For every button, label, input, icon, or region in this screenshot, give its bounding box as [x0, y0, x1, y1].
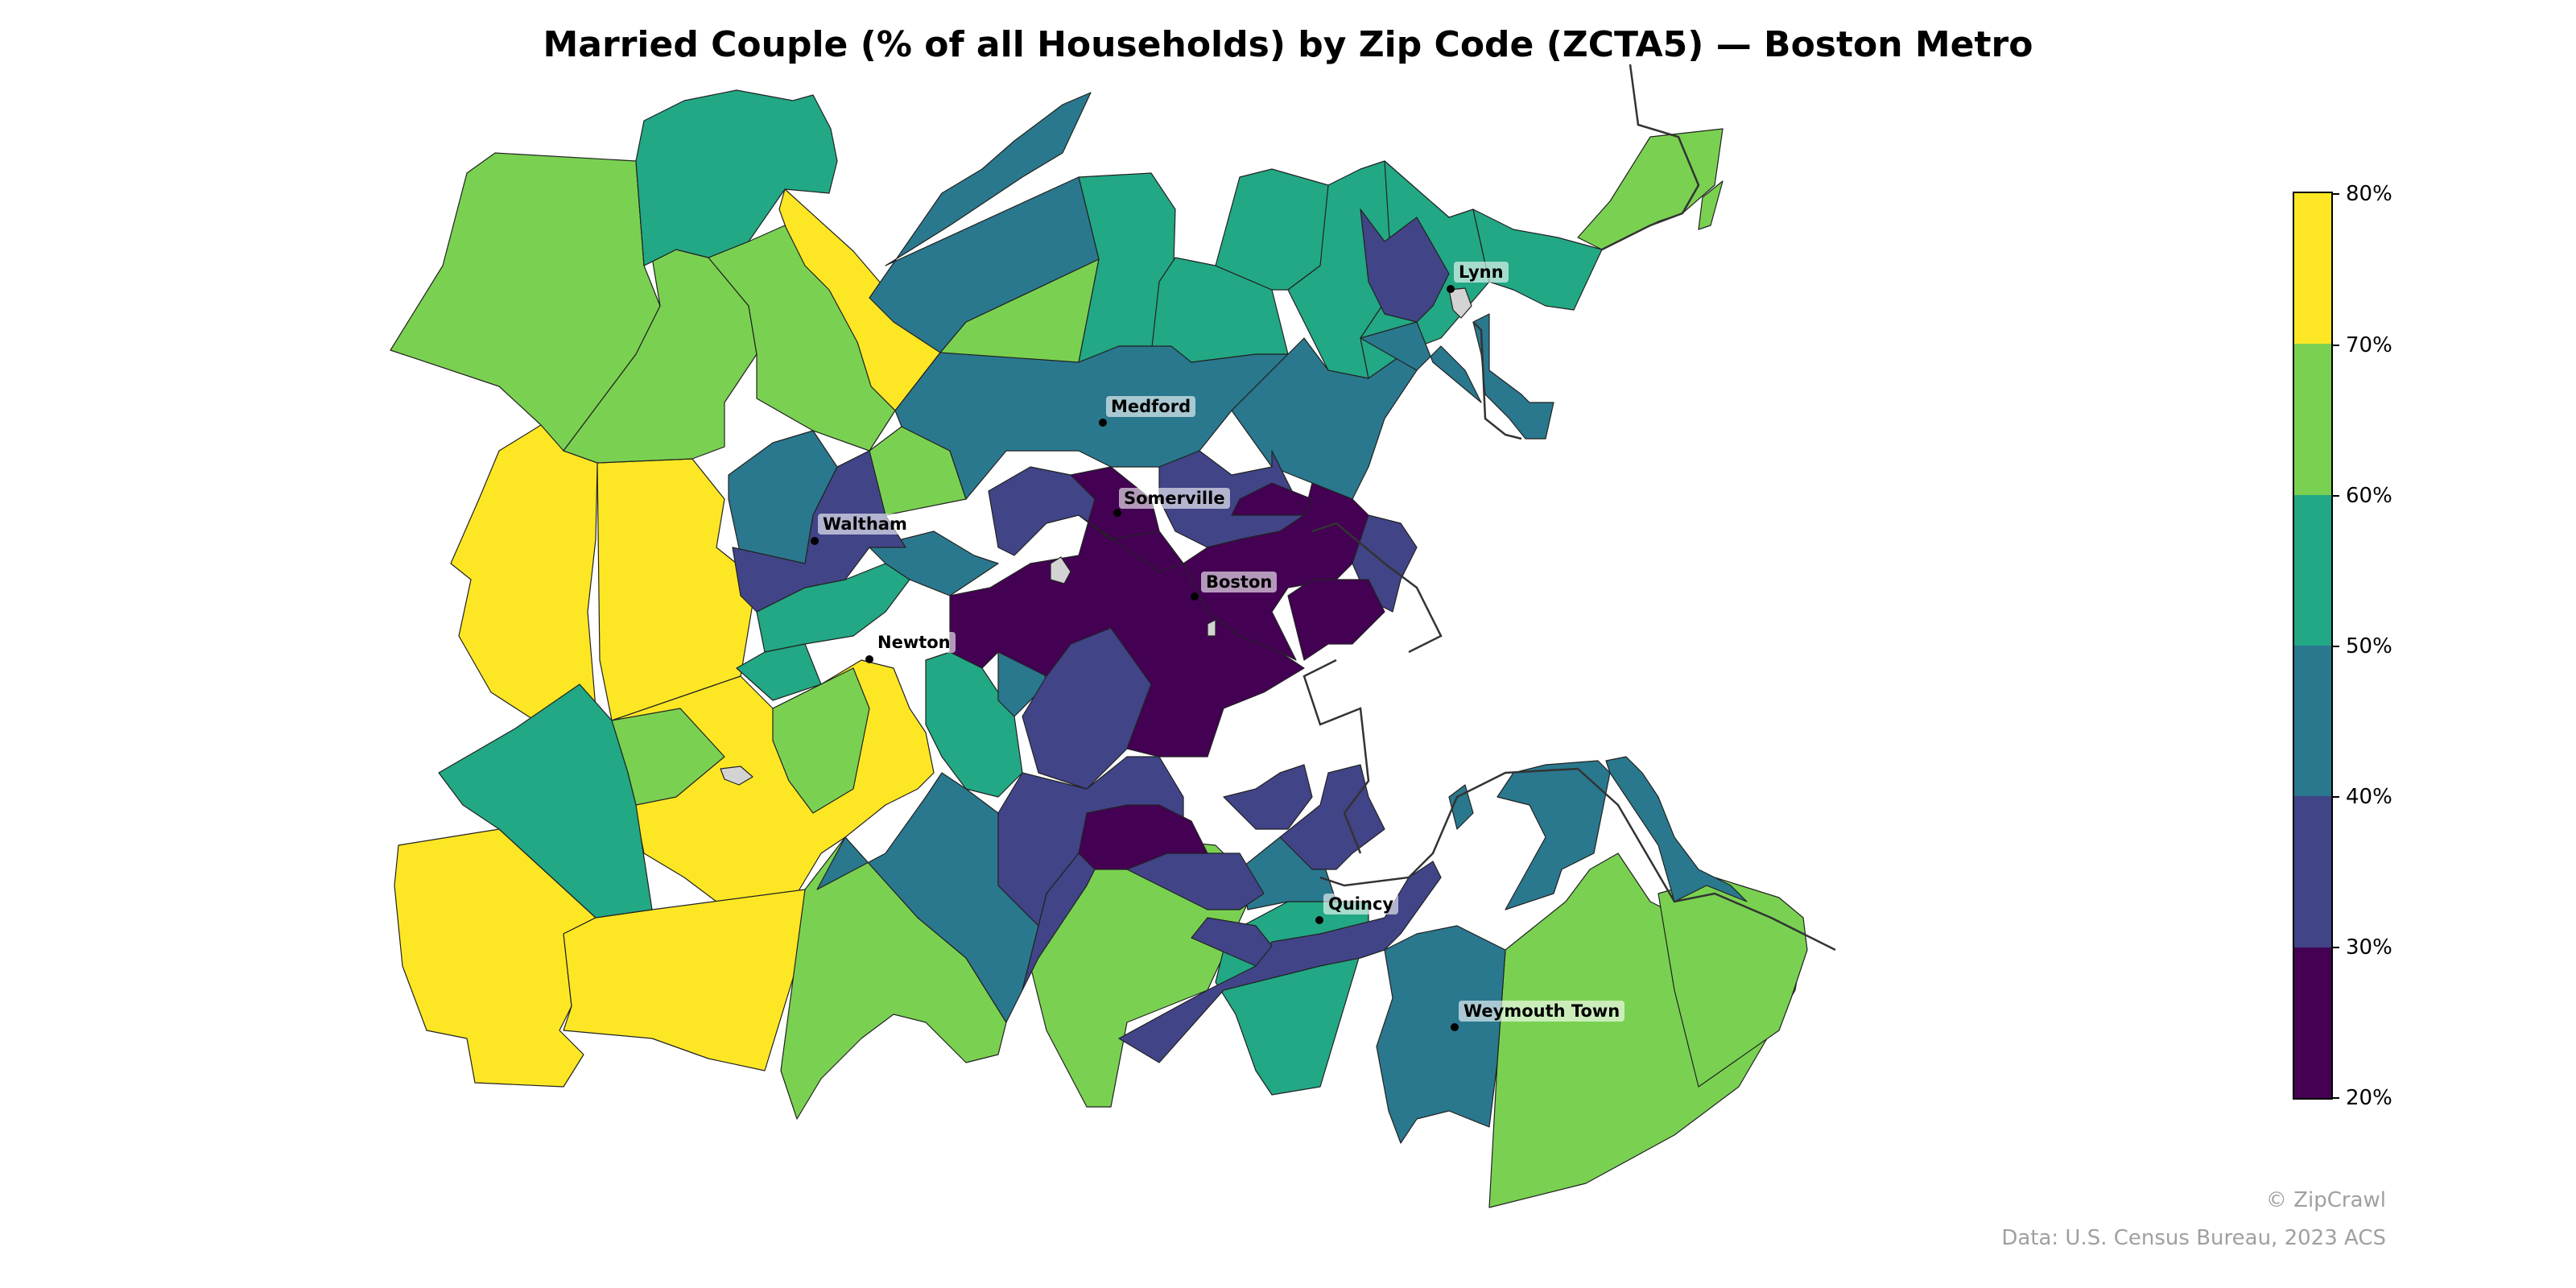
colorbar-bin-70-80: [2294, 193, 2331, 345]
zip-region: [1287, 579, 1385, 661]
colorbar-tick-label: 20%: [2346, 1086, 2392, 1110]
zip-region: [1223, 764, 1313, 830]
colorbar-tick-label: 50%: [2346, 634, 2392, 658]
data-source-credit: Data: U.S. Census Bureau, 2023 ACS: [2001, 1226, 2386, 1250]
city-dot-somerville: [1113, 509, 1121, 517]
zip-region: [1191, 917, 1273, 967]
zip-region: [1657, 877, 1808, 1088]
zip-region: [772, 667, 870, 814]
zip-region: [450, 424, 598, 725]
colorbar-tick-label: 30%: [2346, 935, 2392, 960]
zip-region: [563, 889, 810, 1071]
zip-region: [949, 466, 1305, 758]
zip-region: [1472, 313, 1554, 440]
zip-region: [1605, 756, 1748, 902]
city-label-somerville: Somerville: [1119, 488, 1230, 509]
city-label-medford: Medford: [1106, 396, 1196, 417]
zip-region: [1050, 556, 1071, 584]
bin-40-50-regions: [728, 92, 1748, 1144]
city-dot-waltham: [811, 537, 819, 545]
city-dot-quincy: [1315, 916, 1323, 924]
zip-region: [1448, 784, 1474, 830]
colorbar-bin-60-70: [2294, 344, 2331, 495]
zip-region: [1448, 287, 1472, 319]
city-label-lynn: Lynn: [1454, 262, 1509, 283]
zip-region: [635, 89, 838, 266]
zip-region: [1472, 208, 1603, 311]
zip-region: [1231, 482, 1313, 516]
colorbar-tick: [2331, 646, 2339, 647]
zip-region: [720, 766, 753, 786]
colorbar-tick-label: 40%: [2346, 785, 2392, 809]
colorbar-bin-30-40: [2294, 796, 2331, 947]
city-label-quincy: Quincy: [1323, 894, 1399, 914]
zip-region: [869, 92, 1100, 353]
zip-region: [1279, 764, 1385, 870]
city-markers: [811, 285, 1459, 1031]
colorbar-tick: [2331, 193, 2339, 195]
colorbar: [2293, 192, 2333, 1100]
city-dot-newton: [865, 655, 873, 663]
colorbar-bin-40-50: [2294, 646, 2331, 797]
no-data-regions: [720, 287, 1472, 786]
zip-region: [1078, 514, 1184, 572]
zip-region: [438, 683, 653, 919]
zip-region: [1022, 852, 1096, 991]
city-label-weymouth-town: Weymouth Town: [1459, 1001, 1625, 1022]
city-dot-weymouth: [1451, 1023, 1459, 1031]
colorbar-bin-50-60: [2294, 494, 2331, 646]
zip-region: [1698, 180, 1724, 230]
zip-region: [1376, 925, 1506, 1144]
city-dot-lynn: [1447, 285, 1455, 293]
city-label-boston: Boston: [1201, 572, 1278, 592]
city-label-newton: Newton: [873, 632, 956, 653]
zip-region: [708, 225, 896, 452]
zip-region: [1360, 321, 1482, 403]
city-dot-medford: [1099, 419, 1107, 427]
zip-region: [1496, 760, 1611, 910]
bin-60-70-regions: [390, 128, 1808, 1208]
zip-region: [1207, 619, 1216, 637]
colorbar-tick: [2331, 796, 2339, 798]
bin-20-30-regions: [949, 466, 1385, 870]
colorbar-tick: [2331, 1097, 2339, 1099]
coastline: [1302, 64, 1836, 952]
zip-region: [1360, 208, 1450, 323]
colorbar-tick-label: 60%: [2346, 484, 2392, 508]
colorbar-tick: [2331, 345, 2339, 346]
zip-region: [1577, 128, 1724, 250]
colorbar-tick: [2331, 947, 2339, 948]
zip-region: [1078, 804, 1208, 870]
colorbar-tick: [2331, 495, 2339, 497]
zip-region: [736, 643, 822, 701]
city-dot-boston: [1191, 592, 1199, 601]
colorbar-tick-label: 70%: [2346, 333, 2392, 357]
map-title: Married Couple (% of all Households) by …: [543, 24, 2033, 65]
colorbar-tick-label: 80%: [2346, 182, 2392, 206]
city-label-waltham: Waltham: [818, 514, 912, 535]
brand-credit: © ZipCrawl: [2265, 1188, 2386, 1212]
colorbar-bin-20-30: [2294, 947, 2331, 1098]
